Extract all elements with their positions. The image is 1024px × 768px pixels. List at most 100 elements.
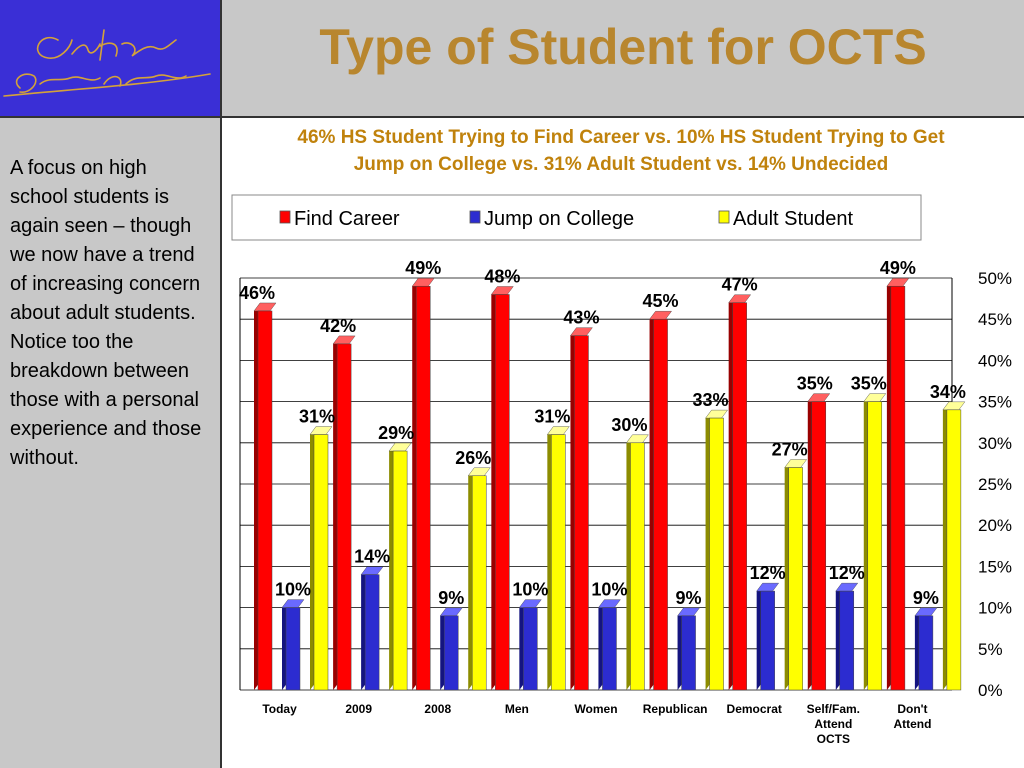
y-tick-label: 30% xyxy=(978,434,1012,453)
bar-top xyxy=(490,286,514,295)
legend-swatch xyxy=(279,210,291,224)
bar xyxy=(285,607,301,691)
x-tick-label: Men xyxy=(505,702,529,716)
bar-top xyxy=(942,401,966,411)
y-tick-label: 15% xyxy=(978,557,1012,576)
bar-top xyxy=(886,278,910,287)
bar-top xyxy=(518,599,542,608)
data-label: 35% xyxy=(851,374,887,394)
bar xyxy=(415,285,431,691)
bar xyxy=(574,335,589,691)
side-panel: A focus on high school students is again… xyxy=(0,118,222,768)
bar-top xyxy=(598,599,621,608)
chart-x-axis: Today 2009 2008 Men Women Republican Democrat S… xyxy=(262,702,931,746)
x-tick-label: 2008 xyxy=(424,702,451,716)
bar xyxy=(364,574,380,691)
bar xyxy=(443,615,459,691)
bar xyxy=(495,294,510,691)
y-tick-label: 35% xyxy=(978,393,1012,412)
x-tick-label: Democrat xyxy=(727,702,782,716)
bar xyxy=(630,442,645,691)
data-label: 31% xyxy=(299,407,335,427)
data-label: 9% xyxy=(438,588,464,608)
logo xyxy=(0,0,222,118)
bar xyxy=(653,318,668,691)
bar xyxy=(471,475,487,691)
bar-top xyxy=(863,393,887,402)
data-label: 47% xyxy=(722,275,758,295)
chart-legend: Find Career Jump on College Adult Student xyxy=(231,194,922,241)
data-label: 46% xyxy=(239,283,275,303)
chart-subtitle: 46% HS Student Trying to Find Career vs.… xyxy=(297,127,945,175)
y-tick-label: 0% xyxy=(978,681,1003,700)
bar-top xyxy=(332,335,356,345)
bar-top xyxy=(281,599,305,608)
bar xyxy=(811,401,827,691)
data-label: 29% xyxy=(378,423,414,443)
data-label: 35% xyxy=(797,374,833,394)
bar xyxy=(602,607,617,691)
y-tick-label: 50% xyxy=(978,269,1012,288)
bar-top xyxy=(411,278,435,287)
bar xyxy=(839,590,855,691)
bar-top xyxy=(784,459,808,468)
bar xyxy=(732,302,747,691)
bar-top xyxy=(570,327,593,336)
y-tick-label: 25% xyxy=(978,475,1012,494)
data-label: 26% xyxy=(455,448,491,468)
data-label: 49% xyxy=(405,258,441,278)
bar xyxy=(890,285,906,691)
x-tick-label: Republican xyxy=(643,702,708,716)
side-panel-text: A focus on high school students is again… xyxy=(10,157,202,469)
x-tick-label: Attend xyxy=(814,717,852,731)
legend-swatch xyxy=(469,210,481,224)
bar-top xyxy=(439,607,463,617)
bar xyxy=(918,615,934,691)
chart-subtitle-line: 46% HS Student Trying to Find Career vs.… xyxy=(297,127,945,148)
chart-grid xyxy=(239,277,953,691)
bar-top xyxy=(835,582,859,592)
page-title: Type of Student for OCTS xyxy=(319,19,927,75)
data-label: 10% xyxy=(512,580,548,600)
y-tick-label: 20% xyxy=(978,516,1012,535)
legend-entry: Find Career xyxy=(294,208,400,230)
bar-top xyxy=(467,467,491,476)
data-label: 30% xyxy=(611,415,647,435)
bar xyxy=(313,434,329,691)
y-tick-label: 5% xyxy=(978,640,1003,659)
bar-top xyxy=(309,426,333,435)
bar xyxy=(788,467,803,691)
chart-subtitle-line: Jump on College vs. 31% Adult Student vs… xyxy=(354,154,889,175)
bar xyxy=(392,450,408,691)
y-tick-label: 40% xyxy=(978,351,1012,370)
data-label: 12% xyxy=(750,563,786,583)
data-label: 42% xyxy=(320,316,356,336)
logo-signature xyxy=(3,29,211,97)
bar xyxy=(551,434,566,691)
y-tick-label: 45% xyxy=(978,310,1012,329)
data-label: 48% xyxy=(484,266,520,286)
x-tick-label: Today xyxy=(262,702,297,716)
legend-entry: Jump on College xyxy=(484,208,634,230)
bar xyxy=(257,310,273,691)
bar-top xyxy=(626,434,649,443)
x-tick-label: OCTS xyxy=(817,732,850,746)
legend-entry: Adult Student xyxy=(733,208,854,230)
x-tick-label: Attend xyxy=(893,717,931,731)
data-label: 43% xyxy=(563,308,599,328)
bar xyxy=(867,401,883,691)
data-label: 49% xyxy=(880,258,916,278)
x-tick-label: 2009 xyxy=(345,702,372,716)
y-tick-label: 10% xyxy=(978,599,1012,618)
data-label: 9% xyxy=(676,588,702,608)
bar xyxy=(946,409,962,691)
data-label: 10% xyxy=(591,580,627,600)
bar xyxy=(336,343,352,691)
chart-data-labels: 46% 10% 31% 42% 14% 29% 49% 9% 26% 48% 10% 31% 43% 10… xyxy=(239,258,966,608)
bar-top xyxy=(914,607,938,617)
data-label: 10% xyxy=(275,580,311,600)
bar-top xyxy=(649,310,672,320)
bar xyxy=(709,417,724,691)
bar-top xyxy=(705,409,728,419)
bar-top xyxy=(360,566,384,575)
